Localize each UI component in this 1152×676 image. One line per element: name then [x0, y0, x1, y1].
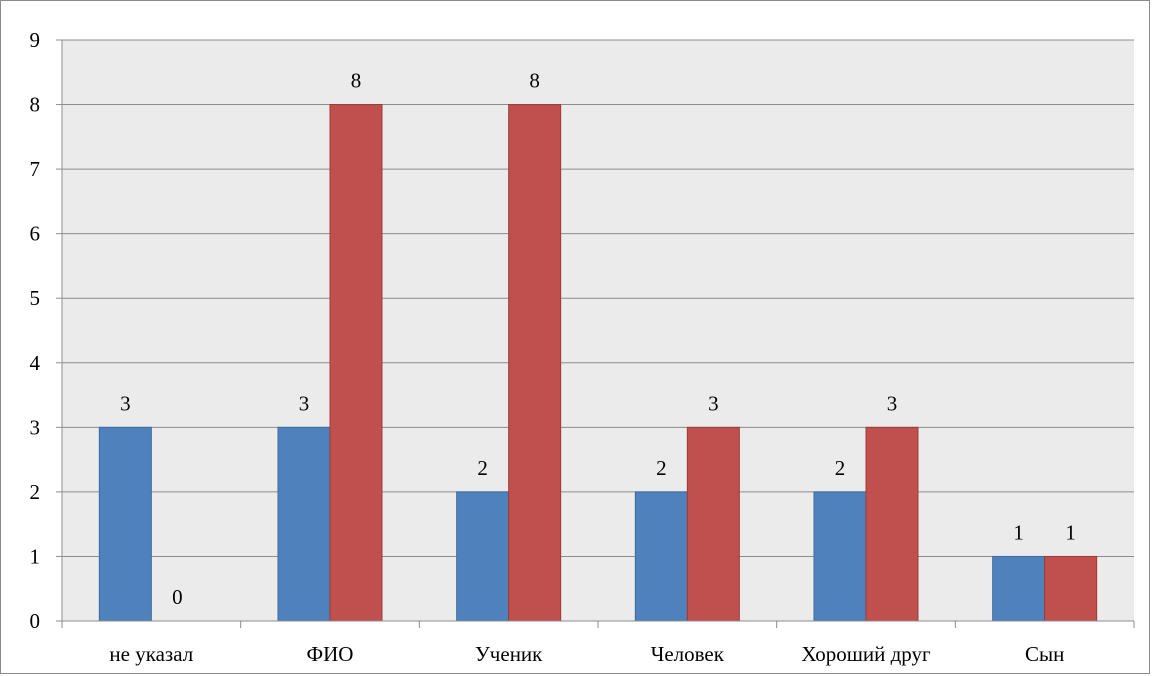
x-category-label: Человек [651, 642, 725, 666]
data-label: 3 [120, 391, 131, 415]
data-label: 2 [656, 456, 667, 480]
bar [992, 555, 1046, 622]
data-label: 0 [172, 585, 183, 609]
labels: 0 1 2 3 4 5 6 7 8 9 не указал 3 0 ФИО 3 8 Ученик 2 8 Челове… [30, 28, 1076, 666]
plot-area [62, 40, 1134, 621]
x-category-label: Хороший друг [801, 642, 931, 666]
x-category-label: ФИО [307, 642, 354, 666]
x-category-label: Сын [1025, 642, 1064, 666]
y-tick-label: 7 [30, 157, 41, 181]
bar [634, 491, 688, 622]
bar [865, 426, 919, 622]
y-tick-label: 0 [30, 609, 41, 633]
y-tick-label: 6 [30, 222, 41, 246]
data-label: 2 [835, 456, 846, 480]
data-label: 3 [887, 391, 898, 415]
bar [329, 104, 383, 622]
axes [56, 39, 1135, 628]
bars [98, 104, 1098, 622]
y-tick-label: 8 [30, 93, 41, 117]
data-label: 3 [299, 391, 310, 415]
y-tick-label: 4 [30, 351, 41, 375]
bar [1044, 555, 1098, 622]
data-label: 1 [1065, 520, 1076, 544]
y-tick-label: 9 [30, 28, 41, 52]
x-category-label: Ученик [475, 642, 543, 666]
bar [277, 426, 331, 622]
bar [456, 491, 510, 622]
y-tick-label: 2 [30, 480, 41, 504]
bar [813, 491, 867, 622]
bar [98, 426, 152, 622]
data-label: 8 [351, 69, 362, 93]
data-label: 2 [477, 456, 488, 480]
gridlines [62, 39, 1134, 557]
bar [508, 104, 562, 622]
data-label: 8 [529, 69, 540, 93]
y-tick-label: 3 [30, 415, 41, 439]
data-label: 3 [708, 391, 719, 415]
bar [686, 426, 740, 622]
data-label: 1 [1013, 520, 1024, 544]
y-tick-label: 5 [30, 286, 41, 310]
y-tick-label: 1 [30, 544, 41, 568]
x-category-label: не указал [109, 642, 193, 666]
